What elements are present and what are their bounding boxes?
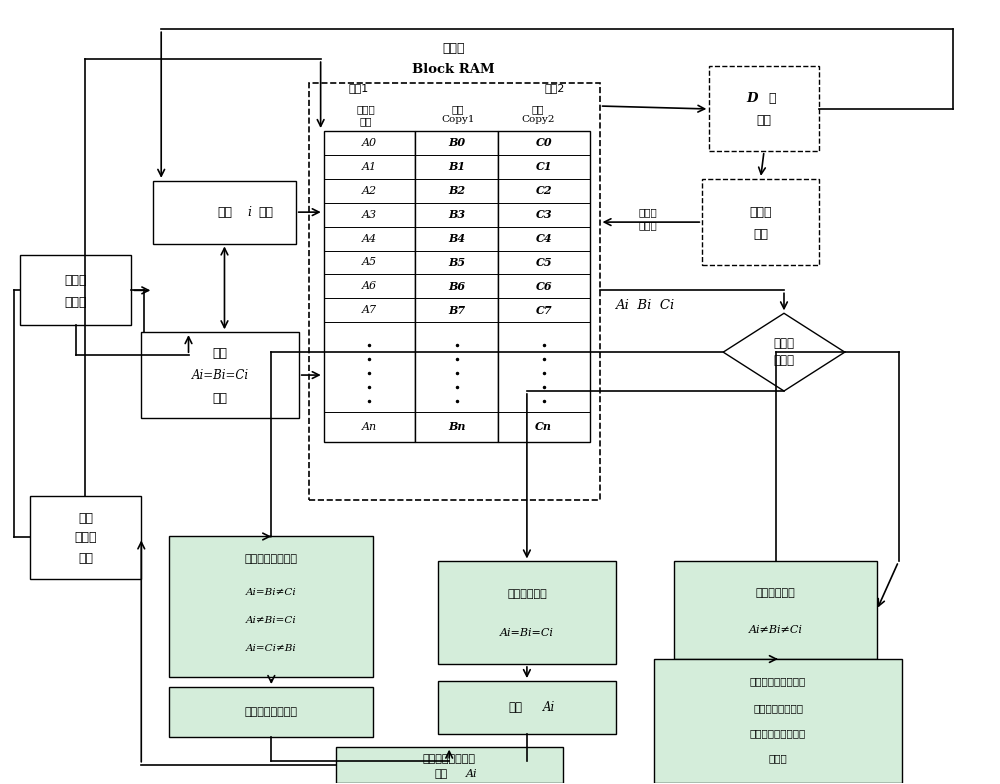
- FancyBboxPatch shape: [169, 687, 373, 737]
- Text: A5: A5: [362, 257, 377, 267]
- Text: Cn: Cn: [535, 421, 552, 432]
- Text: B4: B4: [448, 233, 465, 244]
- Text: 不更新预失真参数，: 不更新预失真参数，: [750, 677, 806, 686]
- Text: Ai: Ai: [465, 768, 477, 779]
- Text: A2: A2: [362, 186, 377, 196]
- FancyBboxPatch shape: [674, 561, 877, 659]
- Text: C3: C3: [536, 209, 552, 220]
- FancyBboxPatch shape: [336, 746, 563, 782]
- Text: B5: B5: [448, 257, 465, 268]
- Text: C6: C6: [536, 281, 552, 292]
- Text: A6: A6: [362, 281, 377, 292]
- Text: C1: C1: [536, 162, 552, 172]
- Text: 信号完整性故障告: 信号完整性故障告: [753, 703, 803, 713]
- Text: Ai=Ci≠Bi: Ai=Ci≠Bi: [246, 644, 297, 653]
- Text: B7: B7: [448, 305, 465, 316]
- Text: 注参数: 注参数: [64, 296, 87, 309]
- Text: 三个全部相等: 三个全部相等: [507, 590, 547, 599]
- Text: B3: B3: [448, 209, 465, 220]
- FancyBboxPatch shape: [498, 131, 590, 442]
- Text: C7: C7: [536, 305, 552, 316]
- FancyBboxPatch shape: [153, 181, 296, 244]
- Text: An: An: [362, 422, 377, 432]
- Text: i: i: [247, 205, 251, 219]
- Text: 判断是
否相等: 判断是 否相等: [773, 337, 794, 367]
- Text: 参数: 参数: [435, 768, 448, 779]
- Text: A0: A0: [362, 138, 377, 148]
- FancyBboxPatch shape: [709, 66, 819, 151]
- Text: 双端口: 双端口: [442, 42, 464, 55]
- Text: Copy1: Copy1: [441, 115, 475, 125]
- FancyBboxPatch shape: [324, 131, 415, 442]
- Text: 地址索
引循环: 地址索 引循环: [638, 208, 657, 230]
- FancyBboxPatch shape: [30, 495, 141, 579]
- Text: 三个全不相等: 三个全不相等: [756, 588, 795, 597]
- Text: 端口2: 端口2: [545, 83, 565, 93]
- Text: Ai=Bi≠Ci: Ai=Bi≠Ci: [246, 588, 297, 597]
- Text: 回写: 回写: [78, 512, 93, 524]
- Text: Block RAM: Block RAM: [412, 63, 494, 75]
- Text: 输出: 输出: [508, 701, 522, 714]
- Text: 误值: 误值: [78, 552, 93, 565]
- Text: C0: C0: [536, 137, 552, 148]
- Text: C4: C4: [536, 233, 552, 244]
- Text: Bn: Bn: [448, 421, 465, 432]
- Text: C5: C5: [536, 257, 552, 268]
- Text: B2: B2: [448, 185, 465, 196]
- Text: 加器: 加器: [753, 227, 768, 241]
- Text: B0: B0: [448, 137, 465, 148]
- Text: C2: C2: [536, 185, 552, 196]
- Text: Ai: Ai: [543, 701, 555, 714]
- Text: 数据: 数据: [212, 347, 227, 360]
- Text: D: D: [746, 92, 758, 105]
- Text: 置参数: 置参数: [769, 753, 787, 763]
- Text: 预失真: 预失真: [356, 104, 375, 114]
- Polygon shape: [723, 314, 845, 391]
- Text: 三个中有两个相等: 三个中有两个相等: [245, 554, 298, 564]
- FancyBboxPatch shape: [141, 332, 299, 418]
- FancyBboxPatch shape: [438, 681, 616, 734]
- Text: A4: A4: [362, 234, 377, 244]
- Text: 地面上: 地面上: [64, 274, 87, 287]
- Text: 参数: 参数: [452, 104, 464, 114]
- FancyBboxPatch shape: [20, 256, 131, 325]
- Text: 产生: 产生: [259, 205, 274, 219]
- Text: 产生: 产生: [212, 392, 227, 405]
- Text: A1: A1: [362, 162, 377, 172]
- Text: B6: B6: [448, 281, 465, 292]
- Text: A3: A3: [362, 209, 377, 220]
- Text: 地址累: 地址累: [749, 205, 772, 219]
- Text: Copy2: Copy2: [521, 115, 555, 125]
- FancyBboxPatch shape: [169, 536, 373, 677]
- FancyBboxPatch shape: [309, 83, 600, 499]
- FancyBboxPatch shape: [415, 131, 498, 442]
- Text: 参数: 参数: [359, 116, 372, 126]
- FancyBboxPatch shape: [438, 561, 616, 664]
- Text: 发器: 发器: [757, 114, 772, 127]
- FancyBboxPatch shape: [654, 659, 902, 782]
- Text: Ai≠Bi=Ci: Ai≠Bi=Ci: [246, 616, 297, 626]
- Text: 纠正错: 纠正错: [74, 531, 97, 544]
- Text: A7: A7: [362, 305, 377, 315]
- Text: 端口1: 端口1: [348, 83, 369, 93]
- Text: 地址: 地址: [217, 205, 232, 219]
- Text: Ai  Bi  Ci: Ai Bi Ci: [615, 299, 674, 312]
- Text: B1: B1: [448, 162, 465, 172]
- Text: 参数: 参数: [532, 104, 544, 114]
- Text: 触: 触: [768, 92, 776, 105]
- FancyBboxPatch shape: [702, 179, 819, 266]
- Text: Ai=Bi=Ci: Ai=Bi=Ci: [191, 368, 249, 382]
- Text: 三取二输出相等值: 三取二输出相等值: [245, 707, 298, 717]
- Text: Ai≠Bi≠Ci: Ai≠Bi≠Ci: [749, 625, 802, 635]
- Text: 警，需地面干预，重: 警，需地面干预，重: [750, 728, 806, 739]
- Text: Ai=Bi=Ci: Ai=Bi=Ci: [500, 628, 554, 638]
- Text: 更新预失真电路中: 更新预失真电路中: [423, 754, 476, 764]
